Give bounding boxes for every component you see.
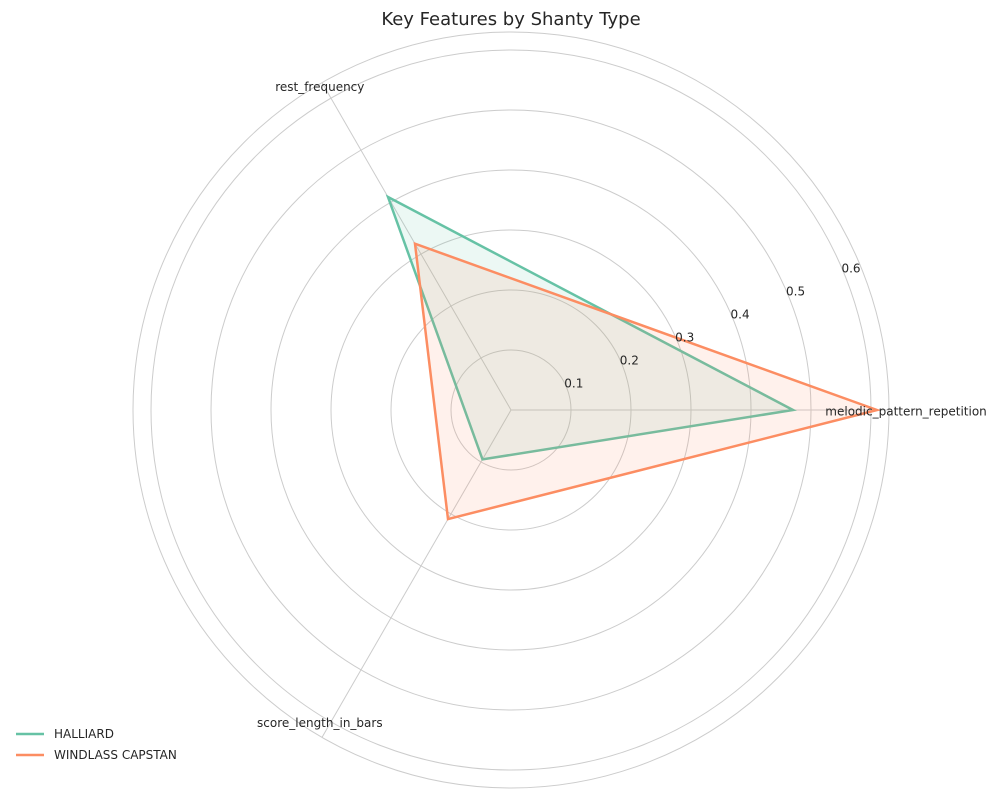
polar-grid — [132, 31, 890, 789]
series-halliard — [385, 194, 797, 461]
r-tick-label: 0.4 — [731, 308, 750, 322]
axis-labels: 0.1 0.2 0.3 0.4 0.5 0.6 melodic_pattern_repeti… — [257, 80, 987, 730]
r-tick-label: 0.2 — [620, 354, 639, 368]
series-windlass-capstan — [413, 241, 882, 521]
axis-label-rest-frequency: rest_frequency — [275, 80, 364, 94]
spoke-score-length-in-bars — [321, 409, 512, 738]
r-tick-label: 0.1 — [564, 377, 583, 391]
legend-label-halliard: HALLIARD — [54, 727, 114, 741]
r-tick-label: 0.5 — [786, 285, 805, 299]
series-group — [385, 194, 882, 521]
axis-label-score-length-in-bars: score_length_in_bars — [257, 716, 383, 730]
r-tick-label: 0.6 — [841, 262, 860, 276]
axis-label-melodic-pattern-repetition: melodic_pattern_repetition — [825, 405, 986, 419]
chart-title: Key Features by Shanty Type — [381, 9, 640, 30]
legend: HALLIARD WINDLASS CAPSTAN — [16, 727, 177, 762]
legend-label-windlass-capstan: WINDLASS CAPSTAN — [54, 748, 177, 762]
r-tick-label: 0.3 — [675, 331, 694, 345]
